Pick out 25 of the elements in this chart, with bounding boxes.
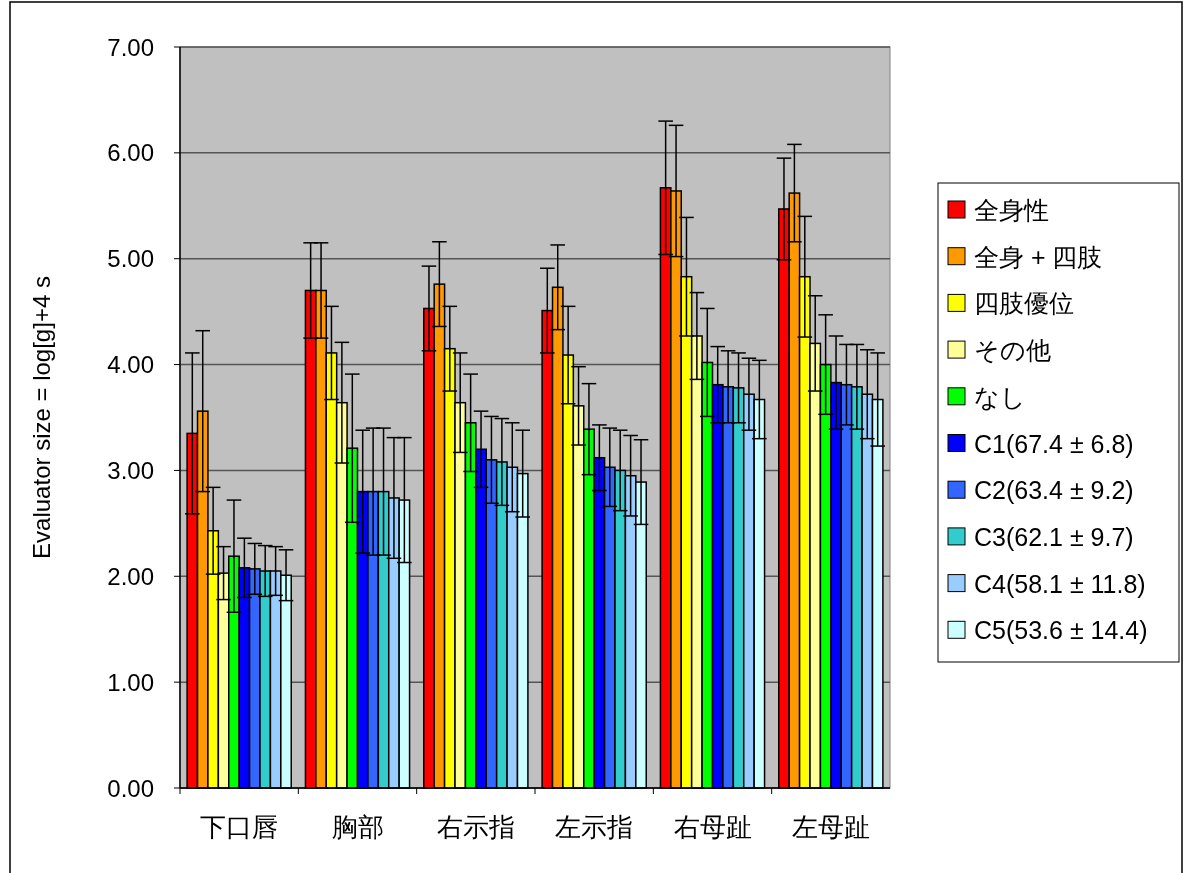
y-tick-label: 1.00 bbox=[107, 668, 154, 696]
legend-label: なし bbox=[974, 382, 1026, 411]
x-tick-label: 右示指 bbox=[436, 812, 515, 842]
legend-label: 全身 + 四肢 bbox=[974, 242, 1103, 271]
y-tick-label: 0.00 bbox=[107, 774, 154, 802]
y-axis-title: Evaluator size = log[g]+4 s bbox=[28, 276, 55, 559]
x-tick-label: 右母趾 bbox=[673, 812, 752, 842]
x-tick-label: 左母趾 bbox=[791, 812, 870, 842]
legend-label: 全身性 bbox=[974, 196, 1049, 224]
legend-label: その他 bbox=[974, 336, 1051, 365]
y-tick-label: 6.00 bbox=[107, 139, 154, 167]
legend-label: C4(58.1 ± 11.8) bbox=[974, 569, 1146, 598]
x-tick-label: 胸部 bbox=[331, 812, 384, 842]
y-tick-label: 7.00 bbox=[107, 33, 154, 61]
legend-label: C1(67.4 ± 6.8) bbox=[974, 429, 1134, 458]
y-tick-label: 4.00 bbox=[107, 351, 154, 379]
y-tick-label: 3.00 bbox=[107, 456, 154, 484]
legend-label: C2(63.4 ± 9.2) bbox=[974, 476, 1134, 505]
legend-label: C3(62.1 ± 9.7) bbox=[974, 522, 1134, 551]
y-tick-label: 5.00 bbox=[107, 245, 154, 273]
legend-label: C5(53.6 ± 14.4) bbox=[974, 616, 1148, 645]
x-tick-label: 左示指 bbox=[555, 812, 634, 842]
legend-label: 四肢優位 bbox=[974, 289, 1074, 318]
x-tick-label: 下口唇 bbox=[200, 812, 279, 842]
y-tick-label: 2.00 bbox=[107, 562, 154, 590]
